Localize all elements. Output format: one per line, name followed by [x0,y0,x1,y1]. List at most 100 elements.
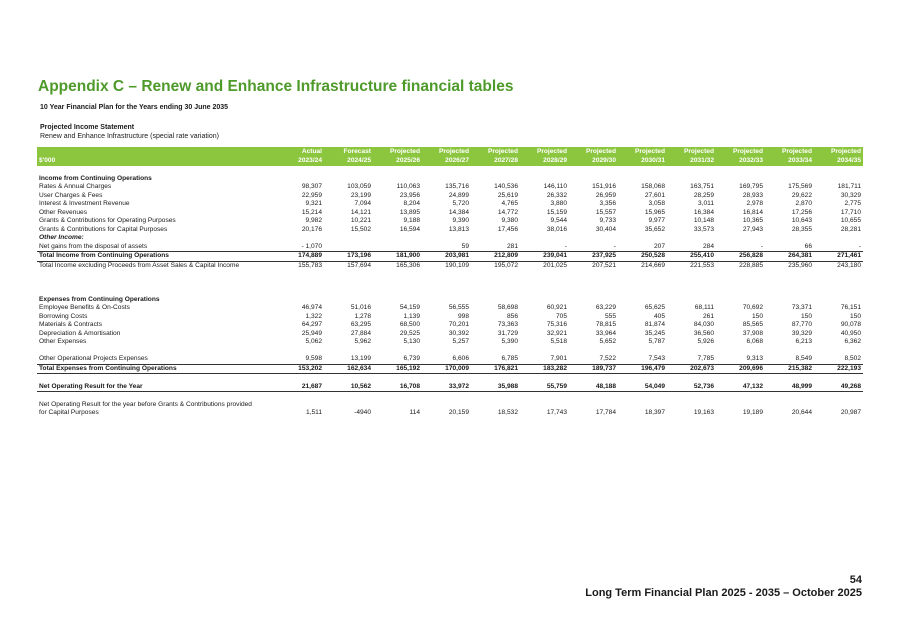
cell-value: 19,163 [693,409,714,416]
cell-value [422,166,471,175]
column-year: 2033/34 [788,156,812,164]
cell-value [373,347,422,356]
cell-value: 2,978 [746,200,763,207]
cell-value: 76,151 [840,304,861,311]
cell-value: 207 [653,242,665,250]
row-label: for Capital Purposes [39,409,99,416]
table-row: Grants & Contributions for Capital Purpo… [37,226,863,235]
cell-value [569,374,618,383]
table-row: Rates & Annual Charges 98,307 103,059 110,0… [37,183,863,192]
cell-value: 23,956 [399,191,420,199]
cell-value: 8,549 [795,355,812,362]
cell-value [324,270,373,287]
cell-value [618,270,667,287]
cell-value: 221,553 [690,261,714,269]
cell-value: 55,759 [520,382,569,392]
cell-value: 1,511 [305,409,322,416]
cell-value [324,166,373,175]
cell-value: 5,926 [697,338,714,345]
cell-value: 20,987 [840,409,861,416]
cell-value [569,296,618,305]
cell-value: 856 [506,312,518,320]
cell-value [275,234,324,243]
cell-value [814,175,863,184]
row-label: User Charges & Fees [39,191,103,199]
cell-value [765,166,814,175]
cell-value: 51,016 [350,304,371,311]
column-type: Projected [634,148,665,155]
cell-value: 70,692 [742,304,763,311]
statement-subtitle: Renew and Enhance Infrastructure (specia… [40,133,219,140]
cell-value: 181,900 [373,251,422,262]
cell-value [275,270,324,287]
cell-value: 68,500 [399,321,420,328]
cell-value: 40,950 [840,329,861,337]
cell-value: 28,355 [791,225,812,233]
column-header: Projected 2026/27 [422,147,471,166]
cell-value: 16,708 [373,382,422,392]
row-label: Other Revenues [39,208,88,216]
column-header: Projected 2033/34 [765,147,814,166]
cell-value: 189,737 [569,363,618,374]
table-row: Expenses from Continuing Operations [37,296,863,305]
column-header: Projected 2025/26 [373,147,422,166]
cell-value: 150 [849,312,861,320]
cell-value: 243,180 [837,261,861,269]
cell-value [569,270,618,287]
cell-value: 75,316 [546,321,567,328]
column-year: 2026/27 [445,156,469,164]
cell-value: - [858,242,861,250]
cell-value: 17,743 [546,409,567,416]
cell-value [618,347,667,356]
table-row: Total Income excluding Proceeds from Ass… [37,261,863,270]
cell-value: 5,720 [452,200,469,207]
cell-value: 54,159 [399,304,420,311]
cell-value: 98,307 [301,183,322,190]
cell-value [324,287,373,296]
cell-value: 20,176 [301,225,322,233]
row-label: Grants & Contributions for Capital Purpo… [39,225,168,233]
cell-value: 16,814 [742,208,763,216]
cell-value: 9,977 [648,217,665,224]
cell-value [520,374,569,383]
cell-value: 46,974 [301,304,322,311]
cell-value: 165,306 [396,261,420,269]
column-year: 2024/25 [347,156,371,164]
cell-value: 6,213 [795,338,812,345]
cell-value: 13,813 [448,225,469,233]
cell-value: 18,397 [644,409,665,416]
row-label [37,347,275,356]
cell-value [716,175,765,184]
column-type: Projected [732,148,763,155]
cell-value [716,234,765,243]
cell-value: 20,159 [448,409,469,416]
cell-value: 58,698 [497,304,518,311]
cell-value [373,296,422,305]
cell-value: 17,710 [840,208,861,216]
cell-value [667,401,716,410]
cell-value: 170,009 [422,363,471,374]
cell-value: 146,110 [543,183,567,190]
table-row: Net Operating Result for the year before… [37,401,863,410]
cell-value [814,270,863,287]
cell-value [520,296,569,305]
column-header: Projected 2031/32 [667,147,716,166]
cell-value [569,234,618,243]
column-header: Projected 2032/33 [716,147,765,166]
cell-value: 48,188 [569,382,618,392]
cell-value: 250,528 [618,251,667,262]
cell-value: 256,828 [716,251,765,262]
cell-value: 48,999 [765,382,814,392]
cell-value [520,166,569,175]
cell-value [814,347,863,356]
cell-value: 25,949 [301,329,322,337]
cell-value: 176,821 [471,363,520,374]
currency-label: $'000 [37,147,275,166]
page-number: 54 [849,574,862,586]
cell-value: 15,502 [350,225,371,233]
cell-value: 10,365 [742,217,763,224]
cell-value [324,243,373,252]
cell-value [765,270,814,287]
cell-value: 7,543 [648,355,665,362]
cell-value [422,347,471,356]
